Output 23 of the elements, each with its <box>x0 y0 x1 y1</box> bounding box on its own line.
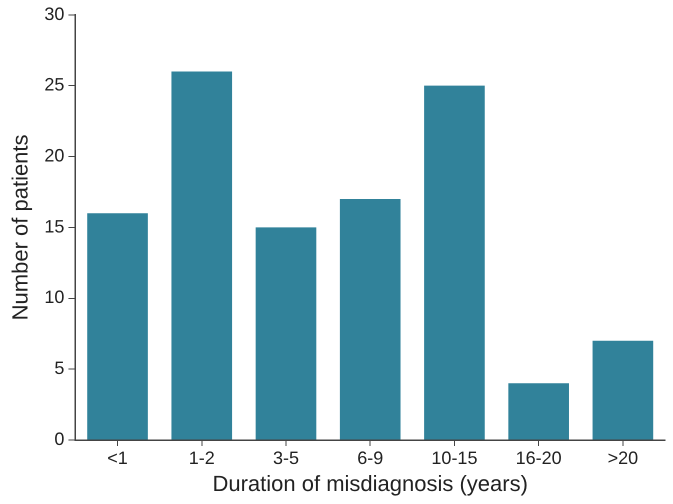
y-tick-label: 15 <box>44 216 64 236</box>
y-tick-label: 20 <box>44 146 64 166</box>
bar <box>592 340 654 440</box>
x-tick-label: 3-5 <box>272 448 299 468</box>
y-tick-label: 0 <box>54 428 64 449</box>
x-tick-label: 10-15 <box>431 448 478 468</box>
x-tick-label: 6-9 <box>357 448 384 468</box>
bar <box>256 227 316 440</box>
y-tick-label: 10 <box>44 287 64 308</box>
bar <box>508 383 569 440</box>
y-tick-label: 30 <box>44 4 64 24</box>
bar <box>171 71 232 440</box>
y-axis-title: Number of patients <box>7 134 32 320</box>
bar <box>340 199 401 440</box>
y-tick-label: 25 <box>44 74 64 95</box>
x-tick-label: 16-20 <box>516 448 562 468</box>
x-tick-label: >20 <box>608 448 638 468</box>
y-tick-label: 5 <box>54 358 64 378</box>
bar <box>424 86 485 440</box>
x-tick-label: <1 <box>107 448 128 468</box>
bar <box>87 213 148 440</box>
x-axis-title: Duration of misdiagnosis (years) <box>212 470 528 496</box>
x-tick-label: 1-2 <box>188 448 215 468</box>
